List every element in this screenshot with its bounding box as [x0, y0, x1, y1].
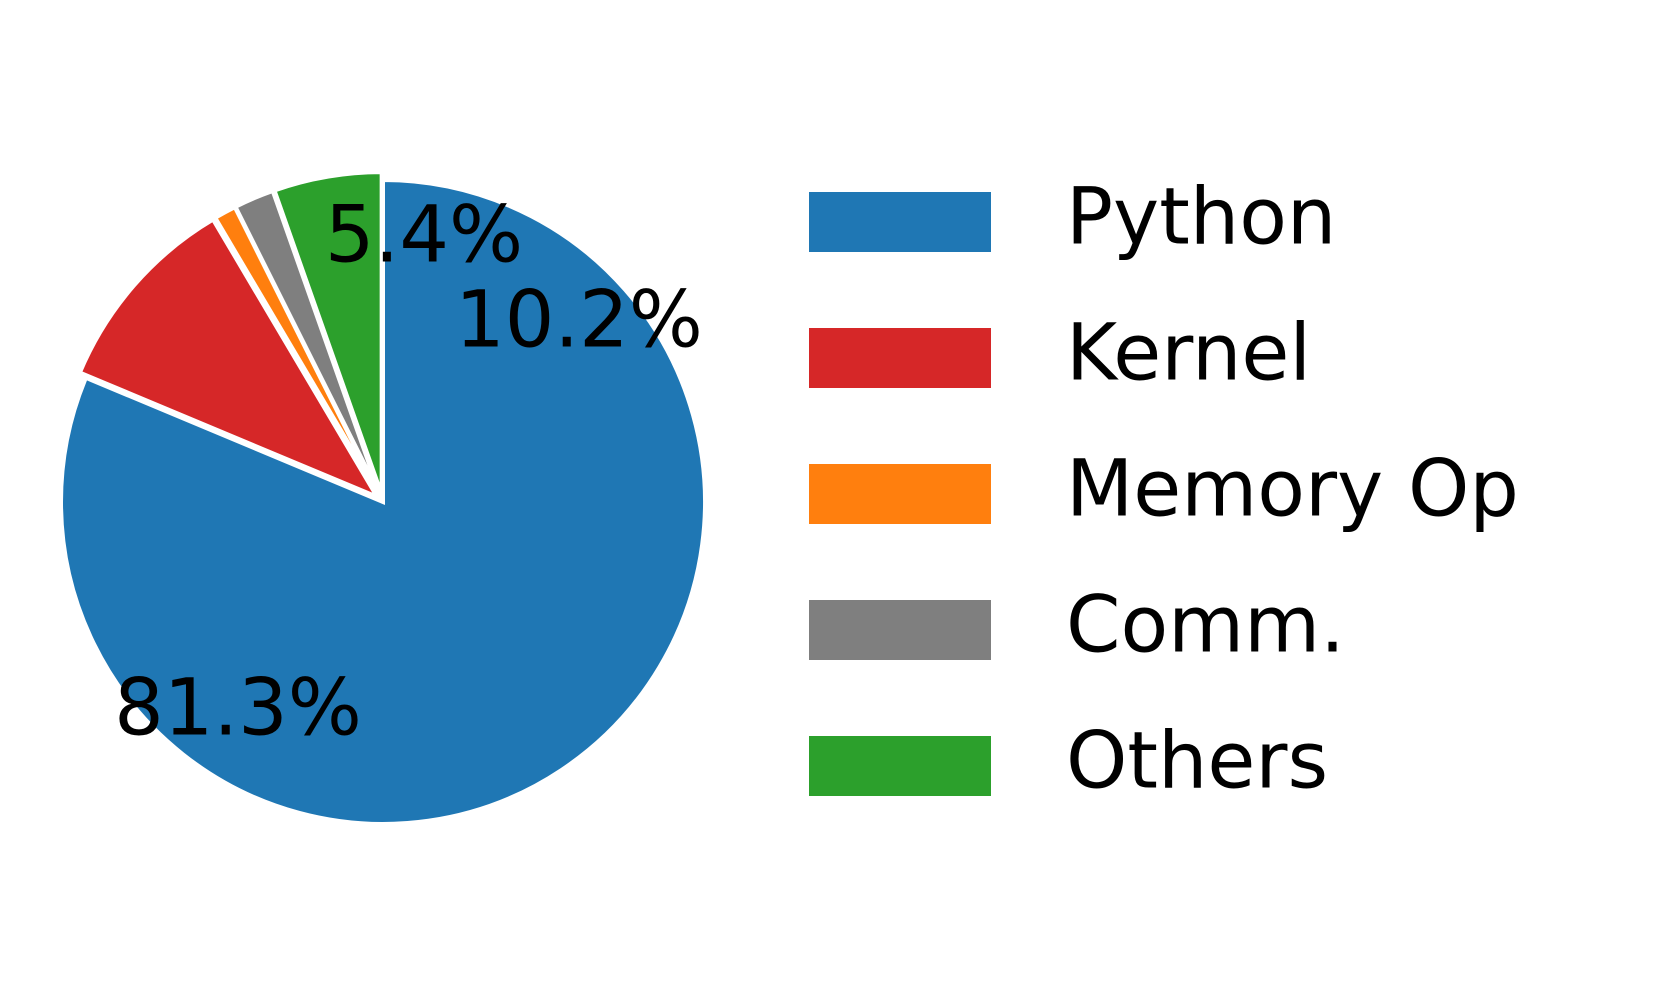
legend-swatch-comm — [809, 600, 991, 660]
pie-slice-python — [59, 177, 707, 826]
legend-label-memory-op: Memory Op — [1066, 444, 1519, 534]
legend-label-kernel: Kernel — [1066, 308, 1311, 398]
pie-slice-others — [271, 170, 384, 495]
legend: Python Kernel Memory Op Comm. Others — [809, 172, 1519, 806]
pie-slices — [59, 170, 707, 826]
pie-slice-labels: 81.3% 10.2%5.4% — [114, 190, 703, 753]
slice-label-kernel: 10.2% — [455, 275, 703, 365]
slice-label-others: 5.4% — [325, 190, 523, 280]
legend-label-comm: Comm. — [1066, 580, 1345, 670]
legend-label-others: Others — [1066, 716, 1328, 806]
legend-swatch-kernel — [809, 328, 991, 388]
legend-swatch-others — [809, 736, 991, 796]
legend-swatch-memory-op — [809, 464, 991, 524]
legend-swatch-python — [809, 192, 991, 252]
slice-label-python: 81.3% — [114, 663, 362, 753]
legend-label-python: Python — [1066, 172, 1336, 262]
pie-slice-kernel — [77, 216, 382, 501]
